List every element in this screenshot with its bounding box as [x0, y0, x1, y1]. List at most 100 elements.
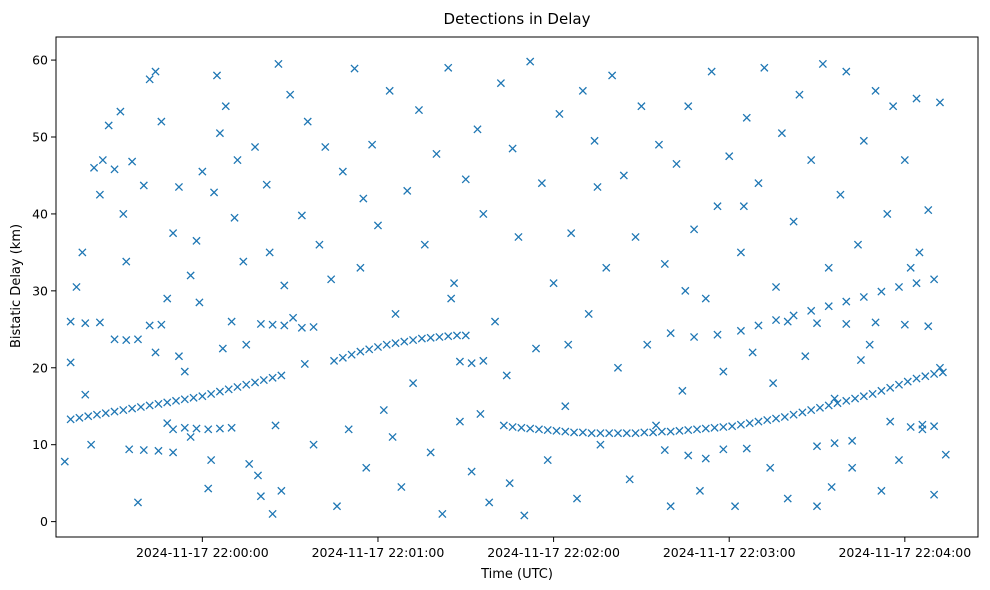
data-point-marker [561, 427, 570, 436]
data-point-marker [315, 240, 324, 249]
data-point-marker [104, 121, 113, 130]
data-point-marker [818, 59, 827, 68]
data-point-marker [157, 117, 166, 126]
data-point-marker [930, 422, 939, 431]
data-point-marker [265, 248, 274, 257]
y-tick-label: 0 [40, 514, 48, 529]
data-point-marker [224, 385, 233, 394]
data-point-marker [163, 398, 172, 407]
data-point-marker [631, 429, 640, 438]
data-point-marker [912, 94, 921, 103]
data-point-marker [280, 321, 289, 330]
data-point-marker [122, 336, 131, 345]
data-point-marker [657, 427, 666, 436]
data-point-marker [771, 316, 781, 325]
data-point-marker [777, 129, 786, 138]
data-point-marker [508, 144, 517, 153]
data-point-marker [368, 140, 377, 149]
data-point-marker [894, 282, 904, 292]
data-point-marker [499, 421, 508, 430]
data-point-marker [66, 415, 75, 424]
data-point-marker [136, 402, 145, 412]
data-point-marker [725, 152, 734, 161]
data-point-marker [654, 140, 664, 149]
data-point-marker [930, 275, 939, 284]
data-point-marker [684, 102, 693, 111]
data-point-marker [912, 374, 921, 383]
data-point-marker [789, 311, 798, 320]
data-point-marker [485, 498, 494, 507]
y-tick-label: 60 [32, 53, 48, 68]
data-point-marker [154, 399, 163, 408]
data-point-marker [356, 263, 365, 272]
data-point-marker [742, 444, 751, 453]
data-point-marker [268, 373, 277, 382]
data-point-marker [461, 175, 470, 184]
x-tick-label: 2024-11-17 22:04:00 [838, 545, 971, 560]
plot-frame [55, 36, 979, 538]
data-point-marker [602, 263, 611, 272]
data-point-marker [171, 396, 181, 405]
data-point-marker [95, 318, 104, 327]
data-point-marker [877, 386, 886, 395]
data-point-marker [514, 232, 523, 242]
data-point-marker [66, 317, 75, 326]
data-point-marker [836, 190, 845, 199]
data-point-marker [517, 423, 526, 432]
data-point-marker [543, 426, 552, 435]
data-point-marker [719, 367, 728, 376]
data-point-marker [338, 167, 347, 176]
data-point-marker [365, 345, 374, 354]
data-point-marker [391, 309, 400, 318]
data-point-marker [608, 71, 617, 80]
data-point-marker [461, 331, 470, 340]
data-point-marker [613, 363, 623, 372]
data-point-marker [851, 394, 860, 403]
data-point-marker [174, 352, 183, 361]
data-point-marker [889, 102, 898, 111]
data-point-marker [736, 420, 745, 429]
data-point-marker [707, 67, 716, 76]
data-point-marker [824, 401, 833, 410]
data-point-marker [549, 279, 558, 288]
data-point-marker [924, 322, 933, 331]
data-point-marker [145, 75, 154, 84]
data-point-marker [350, 64, 359, 73]
data-point-marker [81, 319, 90, 328]
data-point-marker [915, 248, 924, 257]
data-point-marker [277, 486, 286, 495]
data-point-marker [930, 369, 939, 378]
data-point-marker [886, 383, 895, 392]
y-tick-label: 50 [32, 130, 48, 145]
x-axis: 2024-11-17 22:00:00 2024-11-17 22:01:00 20… [136, 537, 971, 560]
data-point-marker [344, 425, 353, 434]
x-tick-label: 2024-11-17 22:00:00 [136, 545, 269, 560]
chart-title: Detections in Delay [444, 10, 591, 28]
data-point-marker [186, 432, 195, 442]
data-point-marker [303, 117, 312, 126]
data-point-marker [918, 425, 927, 434]
data-point-marker [72, 282, 81, 292]
data-point-marker [169, 229, 178, 238]
data-point-marker [842, 297, 851, 306]
data-point-marker [209, 188, 219, 197]
data-point-marker [859, 392, 868, 401]
data-point-marker [812, 442, 822, 451]
data-point-marker [754, 417, 763, 426]
data-point-marker [163, 419, 172, 428]
data-point-marker [921, 372, 930, 381]
data-point-marker [935, 363, 945, 372]
data-point-marker [490, 317, 500, 326]
data-point-marker [798, 408, 807, 417]
data-point-marker [502, 371, 511, 380]
data-point-marker [871, 86, 880, 95]
data-point-marker [906, 263, 915, 272]
data-point-marker [66, 358, 75, 367]
data-point-marker [812, 502, 822, 511]
data-point-marker [242, 380, 251, 389]
data-point-marker [783, 494, 792, 503]
data-point-marker [856, 356, 865, 365]
data-point-marker [239, 257, 248, 266]
data-point-marker [684, 426, 693, 435]
